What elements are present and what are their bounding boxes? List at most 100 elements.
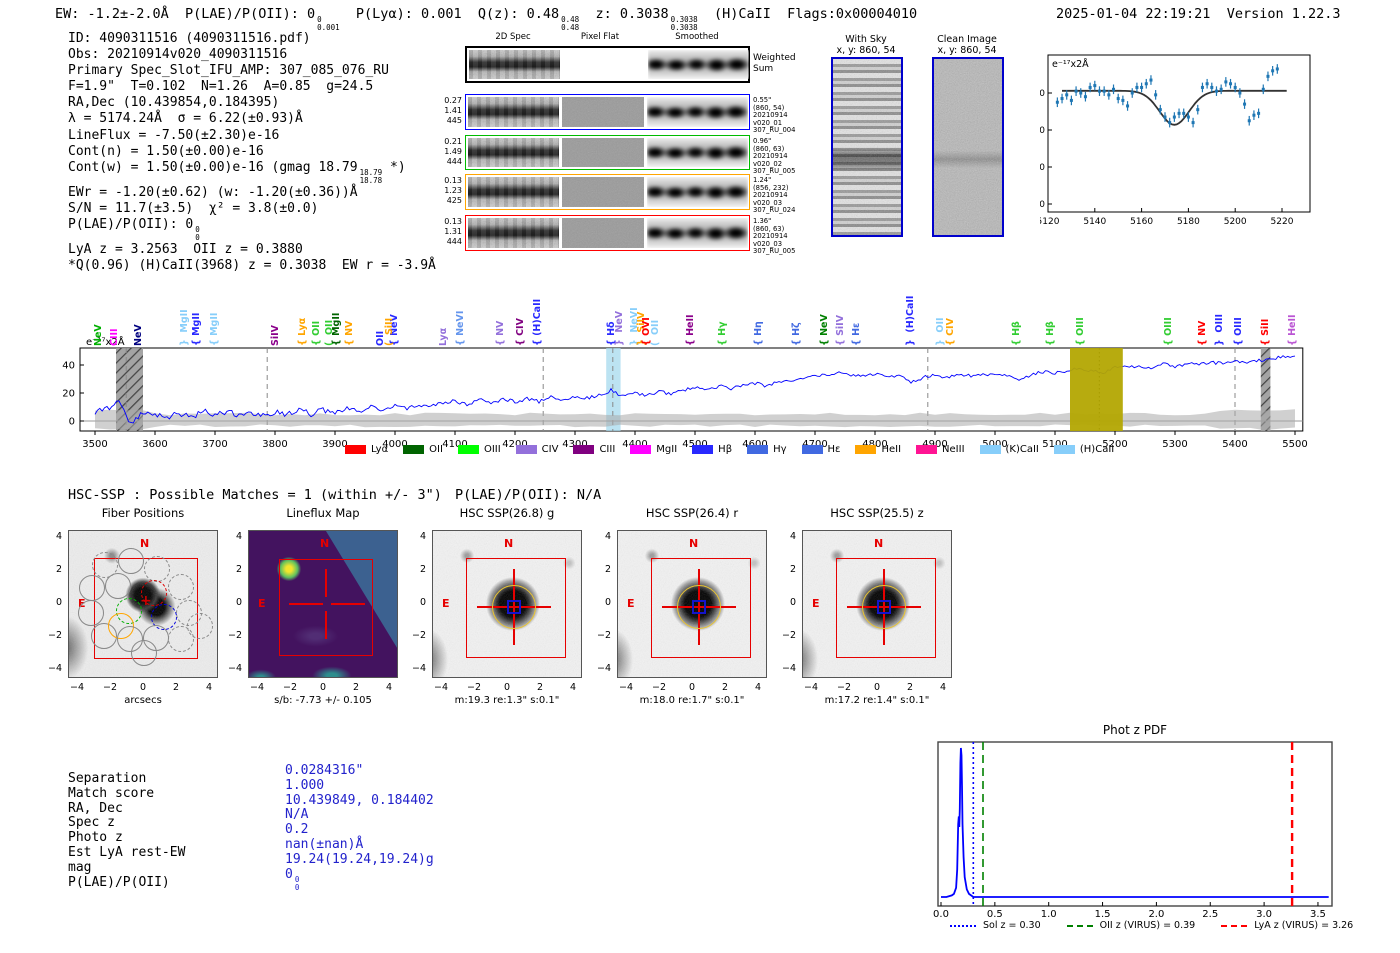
cutout-title: Fiber Positions xyxy=(101,506,185,520)
detection-info-block: ID: 4090311516 (4090311516.pdf) Obs: 2021… xyxy=(68,31,436,274)
spectrum-x-tick: 4000 xyxy=(382,439,407,450)
highlight-band xyxy=(606,348,621,431)
spectrum-x-tick: 5500 xyxy=(1282,439,1307,450)
legend-item: OIII xyxy=(457,444,501,455)
data-point xyxy=(1083,95,1087,99)
cutout-title: HSC SSP(26.4) r xyxy=(645,506,739,520)
match-row-value: 1.000 xyxy=(285,777,325,793)
spectrum-y-tick: 0 xyxy=(69,417,75,428)
spectrum-x-tick: 4900 xyxy=(922,439,947,450)
inset-x-tick: 5140 xyxy=(1083,217,1106,227)
legend-item: Lyα xyxy=(345,444,388,455)
crosshair-h xyxy=(289,603,323,605)
data-point xyxy=(1168,121,1172,125)
legend-swatch xyxy=(573,445,595,454)
col-header-2dspec: 2D Spec xyxy=(495,32,531,42)
legend-label: (H)CaII xyxy=(1079,444,1115,455)
info-line: Obs: 20210914v020_4090311516 xyxy=(68,47,288,63)
cutout-y-tick: −4 xyxy=(596,663,611,674)
data-point xyxy=(1177,111,1181,115)
east-label: E xyxy=(442,597,450,610)
data-point xyxy=(1243,102,1247,106)
north-label: N xyxy=(140,537,150,550)
cutout-y-tick: −2 xyxy=(781,630,796,641)
north-label: N xyxy=(874,537,884,550)
cutout-x-tick: −4 xyxy=(69,682,84,693)
photz-title: Phot z PDF xyxy=(1102,723,1168,737)
inset-y-tick: 30 xyxy=(1040,89,1045,99)
spec2d-row-stats: 0.27 1.41 445 xyxy=(444,96,462,125)
crosshair-h xyxy=(331,603,365,605)
cutout-x-tick: −2 xyxy=(466,682,481,693)
north-label: N xyxy=(504,537,514,550)
noise-band xyxy=(95,409,1295,431)
legend-item: CIV xyxy=(515,444,558,455)
match-row-label: RA, Dec xyxy=(68,800,123,816)
cutout-x-tick: −2 xyxy=(651,682,666,693)
data-point xyxy=(1097,89,1101,93)
summary-header: EW: -1.2±-2.0Å P(LAE)/P(OII): 0 0 0.001 P(… xyxy=(55,6,918,32)
legend-item: HeII xyxy=(855,444,901,455)
photz-x-tick: 0.5 xyxy=(987,909,1003,918)
data-point xyxy=(1112,87,1116,91)
data-point xyxy=(1182,111,1186,115)
cutout-y-tick: −4 xyxy=(47,663,62,674)
fiber-circle xyxy=(79,575,105,601)
legend-swatch xyxy=(515,445,537,454)
info-line: Primary Spec_Slot_IFU_AMP: 307_085_076_R… xyxy=(68,63,389,79)
catalog-match-box xyxy=(877,600,891,614)
data-point xyxy=(1261,87,1265,91)
data-point xyxy=(1074,89,1078,93)
cutout-x-tick: −4 xyxy=(618,682,633,693)
match-row-value: N/A xyxy=(285,807,309,823)
legend-swatch xyxy=(345,445,366,454)
match-row-label: Est LyA rest-EW xyxy=(68,844,186,860)
photz-x-tick: 2.0 xyxy=(1148,909,1164,918)
info-line: Cont(n) = 1.50(±0.00)e-16 xyxy=(68,143,264,159)
spectrum-x-tick: 4100 xyxy=(442,439,467,450)
legend-swatch xyxy=(979,445,1001,454)
data-point xyxy=(1144,82,1148,86)
cutout-y-tick: −2 xyxy=(411,630,426,641)
fiber-circle xyxy=(144,556,170,582)
data-point xyxy=(1271,69,1275,73)
pixelflat-image xyxy=(563,50,645,79)
withsky-title: With Sky x, y: 860, 54 xyxy=(796,34,936,56)
cutout-x-tick: 0 xyxy=(688,682,696,693)
legend-label: OII xyxy=(429,444,443,455)
spec2d-panel: 2D Spec Pixel Flat Smoothed Weighted Sum 0… xyxy=(440,30,820,258)
legend-swatch xyxy=(1053,445,1075,454)
data-point xyxy=(1069,98,1073,102)
legend-label: Hγ xyxy=(773,444,787,455)
spec2d-row-label: Weighted Sum xyxy=(753,53,796,74)
match-row-label: Spec z xyxy=(68,815,115,831)
fiber-circle xyxy=(141,580,167,606)
report-meta: 2025-01-04 22:19:21 Version 1.22.3 xyxy=(1056,6,1341,22)
spec2d-row xyxy=(465,46,750,83)
cutout-y-tick: 0 xyxy=(419,597,426,608)
cutout-xlabel: arcsecs xyxy=(124,695,162,706)
spectrum-x-tick: 5200 xyxy=(1102,439,1127,450)
data-point xyxy=(1172,115,1176,119)
cutout-y-tick: 4 xyxy=(789,531,796,542)
inset-x-tick: 5160 xyxy=(1130,217,1153,227)
spec2d-image xyxy=(468,218,559,248)
fiber-circle xyxy=(187,613,213,639)
data-point xyxy=(1257,111,1261,115)
data-point xyxy=(1275,67,1279,71)
photz-legend-item: LyA z (VIRUS) = 3.26 xyxy=(1221,920,1353,931)
inset-plot-frame xyxy=(1047,54,1311,213)
inset-unit-label: e⁻¹⁷x2Å xyxy=(1052,58,1089,70)
data-point xyxy=(1121,98,1125,102)
cutout-title: Lineflux Map xyxy=(286,506,360,520)
match-row-label: Separation xyxy=(68,771,147,786)
cutout-x-tick: 2 xyxy=(172,682,180,693)
legend-item: OII xyxy=(403,444,443,455)
cutout-fiber-panel: N E + xyxy=(68,530,218,678)
fiber-circle xyxy=(118,548,144,574)
photz-legend-line xyxy=(950,924,976,927)
spec2d-row-label: 1.24" (856, 232) 20210914 v020_03 307_RU_024 xyxy=(753,176,796,215)
